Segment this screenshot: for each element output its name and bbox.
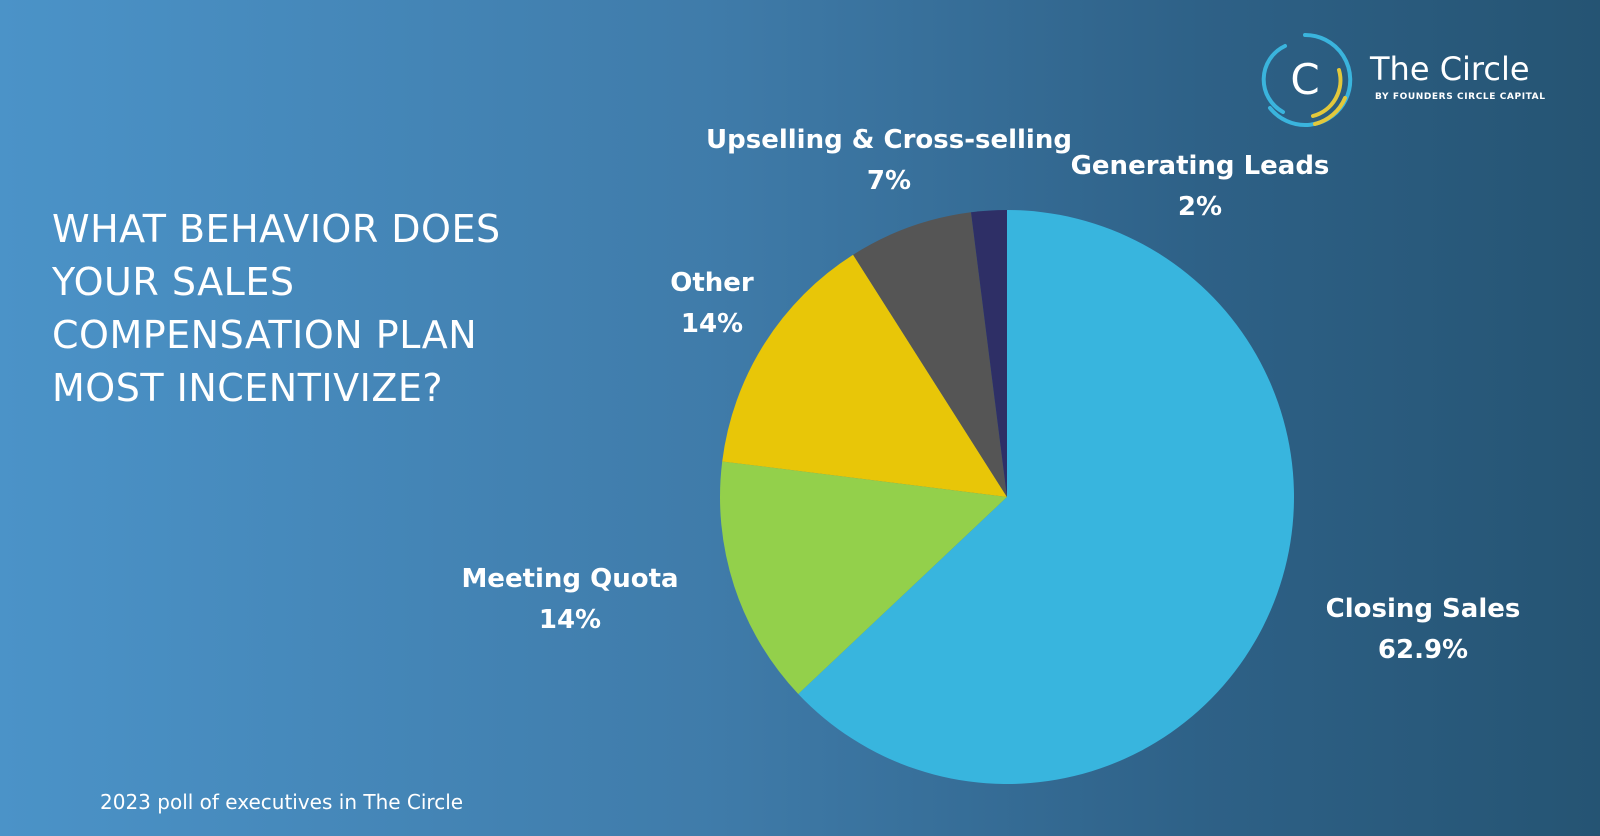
- slice-value-label: 7%: [867, 166, 911, 196]
- slice-label: Closing Sales: [1326, 594, 1521, 624]
- slice-label: Meeting Quota: [461, 564, 678, 594]
- logo-letter: C: [1290, 55, 1319, 104]
- logo-ring-mid: [1261, 44, 1287, 114]
- slice-value-label: 62.9%: [1378, 635, 1468, 665]
- slice-label: Other: [670, 268, 754, 298]
- pie-labels: Closing Sales 62.9% Meeting Quota 14% Other 1…: [461, 125, 1520, 665]
- pie-slice-other: [722, 254, 1007, 497]
- pie-slice-closing-sales: [798, 210, 1294, 784]
- question-line: COMPENSATION PLAN: [52, 313, 478, 357]
- question-line: YOUR SALES: [52, 260, 295, 304]
- question-title: WHAT BEHAVIOR DOES YOUR SALES COMPENSATI…: [52, 203, 612, 415]
- slice-value-label: 14%: [681, 309, 743, 339]
- pie-slice-meeting-quota: [720, 461, 1007, 694]
- pie-slice-upselling-cross-selling: [853, 212, 1007, 497]
- brand-name: The Circle: [1370, 50, 1530, 88]
- slice-value-label: 14%: [539, 605, 601, 635]
- slice-label: Upselling & Cross-selling: [706, 125, 1072, 155]
- question-line: MOST INCENTIVIZE?: [52, 366, 444, 410]
- pie-slice-generating-leads: [970, 210, 1007, 497]
- brand-logo: C The Circle BY FOUNDERS CIRCLE CAPITAL: [1255, 30, 1555, 130]
- brand-subtitle: BY FOUNDERS CIRCLE CAPITAL: [1375, 92, 1546, 102]
- slice-value-label: 2%: [1178, 192, 1222, 222]
- circle-logo-icon: C: [1261, 32, 1353, 127]
- source-note: 2023 poll of executives in The Circle: [100, 790, 464, 814]
- logo-ring-outer-yellow: [1313, 96, 1347, 126]
- question-line: WHAT BEHAVIOR DOES: [52, 207, 501, 251]
- slice-label: Generating Leads: [1071, 151, 1330, 181]
- pie-slices: [720, 210, 1294, 784]
- logo-ring-mid-yellow: [1311, 68, 1343, 118]
